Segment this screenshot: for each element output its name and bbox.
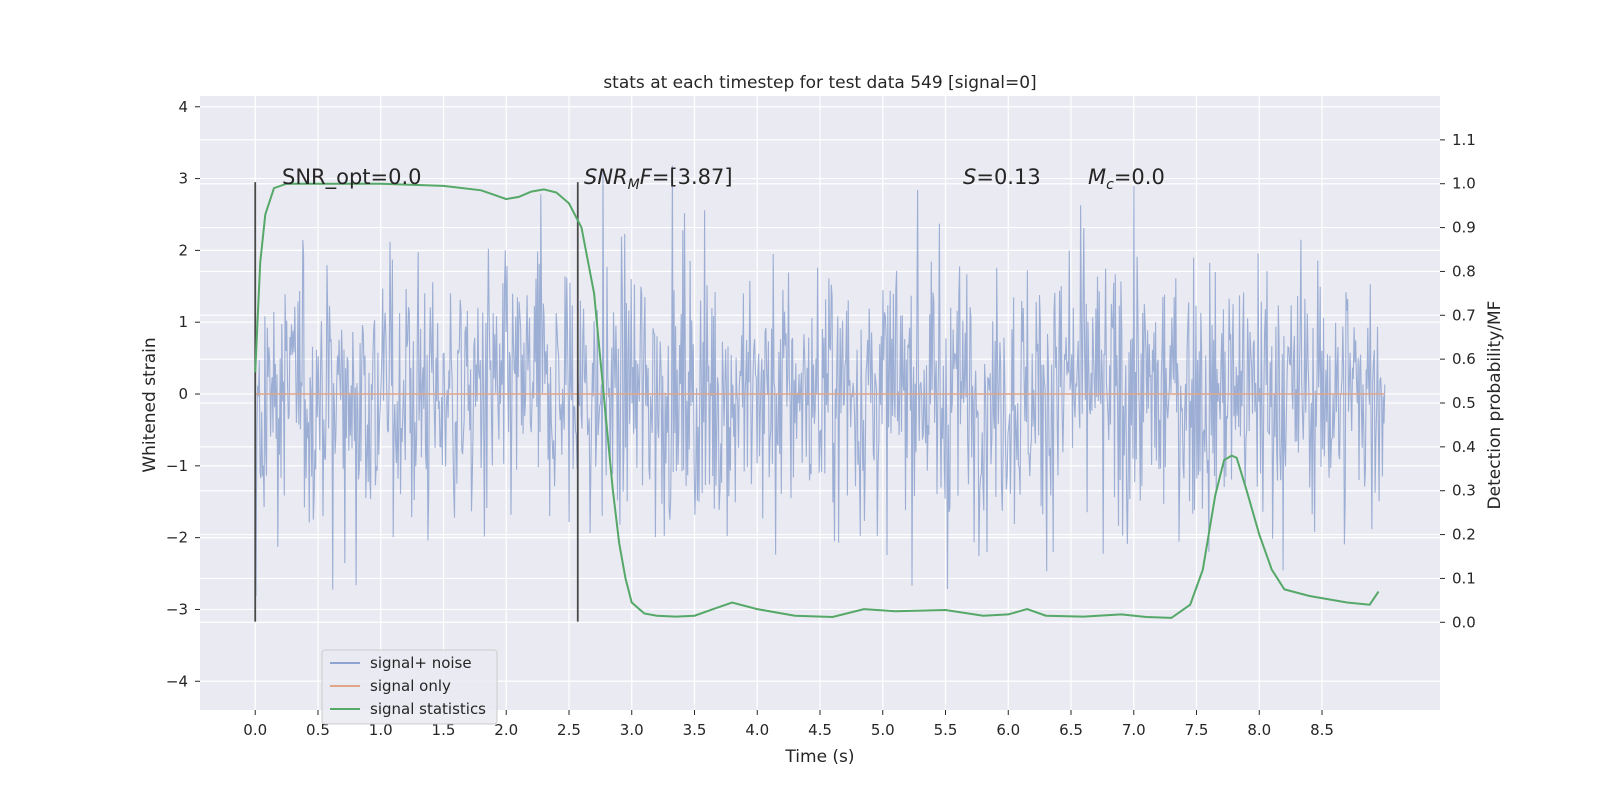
grid-layer <box>200 96 1440 710</box>
tick-layer: 0.0 0.5 1.0 1.5 2.0 2.5 3.0 3.5 4.0 4.5 5.0 5.5 6.0 6… <box>166 98 1476 739</box>
x-tick-label: 8.5 <box>1310 721 1334 739</box>
x-tick-label: 6.5 <box>1059 721 1083 739</box>
legend-box <box>321 649 498 725</box>
y-right-tick-label: 0.1 <box>1452 569 1476 587</box>
x-tick-label: 1.0 <box>369 721 393 739</box>
y-right-tick-label: 0.9 <box>1452 219 1476 237</box>
y-right-tick-label: 0.5 <box>1452 394 1476 412</box>
x-tick-label: 0.5 <box>306 721 330 739</box>
y-tick-label: 0 <box>178 385 188 403</box>
y-axis-label: Whitened strain <box>140 337 160 472</box>
y-tick-label: 2 <box>178 241 188 259</box>
s-value: =0.13 <box>976 165 1040 189</box>
y-axis-right-label: Detection probability/MF <box>1485 301 1505 510</box>
snr-mf-subscript: M <box>628 177 640 193</box>
x-tick-label: 4.5 <box>808 721 832 739</box>
noise-path <box>254 165 1386 597</box>
x-tick-label: 3.0 <box>620 721 644 739</box>
y-right-tick-label: 1.1 <box>1452 131 1476 149</box>
mc-subscript: c <box>1106 177 1114 193</box>
x-tick-label: 5.5 <box>934 721 958 739</box>
y-tick-label: −1 <box>166 457 188 475</box>
y-right-tick-label: 0.6 <box>1452 350 1476 368</box>
signal-noise-trace <box>254 165 1386 597</box>
x-tick-label: 5.0 <box>871 721 895 739</box>
y-right-tick-label: 0.0 <box>1452 613 1476 631</box>
snr-mf-value: =[3.87] <box>652 165 733 189</box>
x-tick-label: 4.0 <box>745 721 769 739</box>
legend-label-signal: signal only <box>370 677 451 695</box>
signal-statistics-trace <box>254 182 1380 619</box>
x-tick-label: 1.5 <box>432 721 456 739</box>
snr-mf-symbol: SNR <box>584 165 628 189</box>
legend: signal+ noise signal only signal statist… <box>321 649 498 725</box>
y-tick-label: −4 <box>166 672 188 690</box>
annotation-snr-mf: SNRMF=[3.87] <box>584 165 733 193</box>
x-tick-label: 7.5 <box>1185 721 1209 739</box>
x-tick-label: 6.0 <box>996 721 1020 739</box>
y-right-tick-label: 0.3 <box>1452 482 1476 500</box>
x-tick-label: 0.0 <box>243 721 267 739</box>
y-tick-label: 1 <box>178 313 188 331</box>
y-right-tick-label: 0.7 <box>1452 306 1476 324</box>
x-tick-label: 2.5 <box>557 721 581 739</box>
chart-title: stats at each timestep for test data 549… <box>603 73 1036 93</box>
legend-label-noise: signal+ noise <box>370 654 472 672</box>
x-axis-label: Time (s) <box>784 747 854 767</box>
s-symbol: S <box>963 165 976 189</box>
mc-symbol: M <box>1088 165 1106 189</box>
annotation-mc: Mc=0.0 <box>1088 165 1165 193</box>
x-tick-label: 8.0 <box>1247 721 1271 739</box>
stats-line <box>254 182 1380 619</box>
x-tick-label: 7.0 <box>1122 721 1146 739</box>
legend-label-stats: signal statistics <box>370 700 486 718</box>
y-right-tick-label: 0.4 <box>1452 438 1476 456</box>
y-tick-label: −2 <box>166 529 188 547</box>
annotations: SNR_opt=0.0 SNRMF=[3.87] S=0.13 Mc=0.0 <box>282 165 1165 193</box>
x-tick-label: 2.0 <box>494 721 518 739</box>
time-markers <box>254 182 579 622</box>
snr-mf-tail: F <box>640 165 653 189</box>
y-tick-label: 4 <box>178 98 188 116</box>
annotation-s: S=0.13 <box>963 165 1041 189</box>
y-tick-label: 3 <box>178 170 188 188</box>
annotation-snr-opt: SNR_opt=0.0 <box>282 165 422 190</box>
y-tick-label: −3 <box>166 600 188 618</box>
mc-value: =0.0 <box>1114 165 1165 189</box>
y-right-tick-label: 1.0 <box>1452 175 1476 193</box>
y-right-tick-label: 0.2 <box>1452 526 1476 544</box>
x-tick-label: 3.5 <box>683 721 707 739</box>
y-right-tick-label: 0.8 <box>1452 262 1476 280</box>
